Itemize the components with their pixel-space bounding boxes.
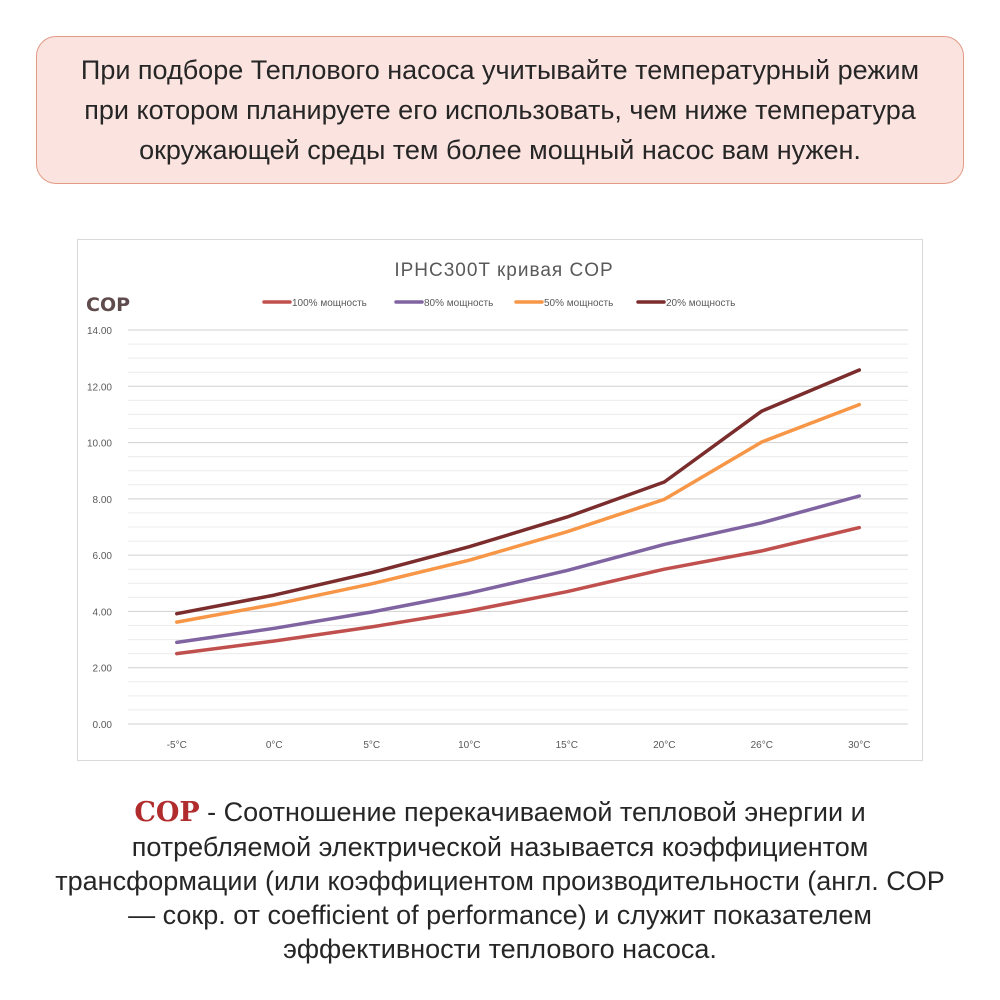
y-tick-label: 2.00 (93, 664, 113, 675)
x-tick-label: -5°C (167, 740, 187, 751)
notice-line-2: при котором планируете его использовать,… (84, 95, 916, 125)
y-tick-label: 12.00 (87, 382, 112, 393)
footer-description: COP - Соотношение перекачиваемой теплово… (20, 795, 980, 966)
grid-lines (128, 329, 908, 725)
legend-label: 100% мощность (292, 298, 367, 309)
y-tick-label: 0.00 (93, 720, 113, 731)
notice-line-1: При подборе Теплового насоса учитывайте … (80, 55, 920, 85)
footer-line-1-text: - Соотношение перекачиваемой тепловой эн… (199, 797, 866, 827)
legend-label: 50% мощность (544, 298, 613, 309)
y-tick-label: 4.00 (93, 607, 113, 618)
x-tick-label: 30°C (848, 740, 870, 751)
notice-line-3: окружающей среды тем более мощный насос … (139, 135, 861, 165)
footer-line-4: — сокр. от coefficient of performance) и… (128, 900, 872, 930)
x-tick-label: 5°C (363, 740, 380, 751)
y-tick-label: 10.00 (87, 439, 112, 450)
x-tick-label: 26°C (751, 740, 773, 751)
x-tick-label: 15°C (556, 740, 578, 751)
chart-svg: 0.00 2.00 4.00 6.00 8.00 10.00 12.00 14.00 -5°C… (86, 260, 908, 751)
footer-line-5: эффективности теплового насоса. (283, 934, 717, 964)
series-lines (175, 368, 862, 656)
x-tick-labels: -5°C 0°C 5°C 10°C 15°C 20°C 26°C 30°C (167, 740, 871, 751)
series-line-4 (175, 368, 862, 616)
x-tick-label: 0°C (266, 740, 283, 751)
x-tick-label: 10°C (458, 740, 480, 751)
series-line-2 (175, 494, 862, 645)
y-tick-label: 8.00 (93, 495, 113, 506)
footer-line-3: трансформации (или коэффициентом произво… (55, 866, 945, 896)
legend-label: 20% мощность (666, 298, 735, 309)
x-tick-label: 20°C (653, 740, 675, 751)
y-tick-label: 14.00 (87, 326, 112, 337)
y-axis-label: COP (86, 294, 130, 316)
legend-label: 80% мощность (424, 298, 493, 309)
chart-title: IPHC300T кривая COP (394, 260, 613, 281)
cop-term: COP (134, 797, 200, 828)
footer-line-1: COP - Соотношение перекачиваемой теплово… (20, 795, 980, 830)
series-line-1 (175, 525, 862, 656)
notice-box: При подборе Теплового насоса учитывайте … (36, 36, 964, 184)
footer-line-2: потребляемой электрической называется ко… (131, 832, 869, 862)
cop-chart: 0.00 2.00 4.00 6.00 8.00 10.00 12.00 14.00 -5°C… (77, 239, 923, 761)
y-tick-labels: 0.00 2.00 4.00 6.00 8.00 10.00 12.00 14.00 (87, 326, 112, 731)
series-line-3 (175, 402, 862, 624)
y-tick-label: 6.00 (93, 551, 113, 562)
legend: 100% мощность 80% мощность 50% мощность 20%… (262, 298, 735, 309)
notice-text: При подборе Теплового насоса учитывайте … (61, 50, 939, 170)
